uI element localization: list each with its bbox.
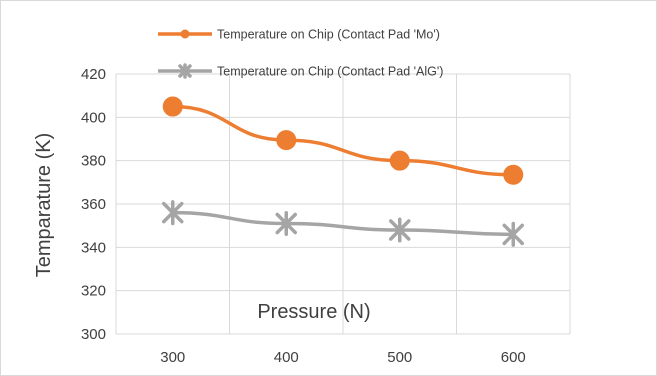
- x-tick-label: 600: [501, 349, 526, 366]
- y-tick-label: 420: [81, 66, 106, 83]
- x-tick-label: 300: [160, 349, 185, 366]
- legend-label: Temperature on Chip (Contact Pad 'Mo'): [217, 28, 440, 42]
- legend-label: Temperature on Chip (Contact Pad 'AlG'): [217, 65, 443, 79]
- y-tick-label: 340: [81, 239, 106, 256]
- series-line: [172, 104, 514, 177]
- y-tick-label: 360: [81, 196, 106, 213]
- x-axis-title: Pressure (N): [257, 301, 370, 323]
- legend-marker: [180, 29, 190, 39]
- y-tick-label: 380: [81, 153, 106, 170]
- x-tick-label: 400: [274, 349, 299, 366]
- tick-labels: 300 320 340 360 380 400 420 300 400 500 600: [81, 66, 526, 366]
- data-point: [503, 164, 524, 185]
- data-point: [276, 130, 297, 151]
- legend-entry: Temperature on Chip (Contact Pad 'Mo'): [158, 28, 440, 42]
- data-point: [162, 96, 183, 117]
- legend: Temperature on Chip (Contact Pad 'Mo') Te…: [158, 28, 443, 79]
- y-tick-label: 400: [81, 109, 106, 126]
- gridlines: [115, 73, 571, 335]
- data-point-asterisk: [275, 210, 297, 237]
- legend-entry: Temperature on Chip (Contact Pad 'AlG'): [158, 63, 443, 79]
- y-axis-title: Temparature (K): [33, 133, 55, 278]
- y-tick-label: 320: [81, 283, 106, 300]
- data-point-asterisk: [162, 200, 184, 226]
- data-point: [389, 150, 410, 171]
- series-line: [172, 210, 514, 237]
- data-point-asterisk: [389, 217, 411, 243]
- legend-marker: [178, 63, 192, 79]
- data-point-asterisk: [502, 221, 524, 247]
- series-2: [162, 200, 524, 247]
- series-1: [162, 96, 524, 185]
- series-layer: [162, 96, 524, 247]
- y-tick-label: 300: [81, 326, 106, 343]
- x-tick-label: 500: [387, 349, 412, 366]
